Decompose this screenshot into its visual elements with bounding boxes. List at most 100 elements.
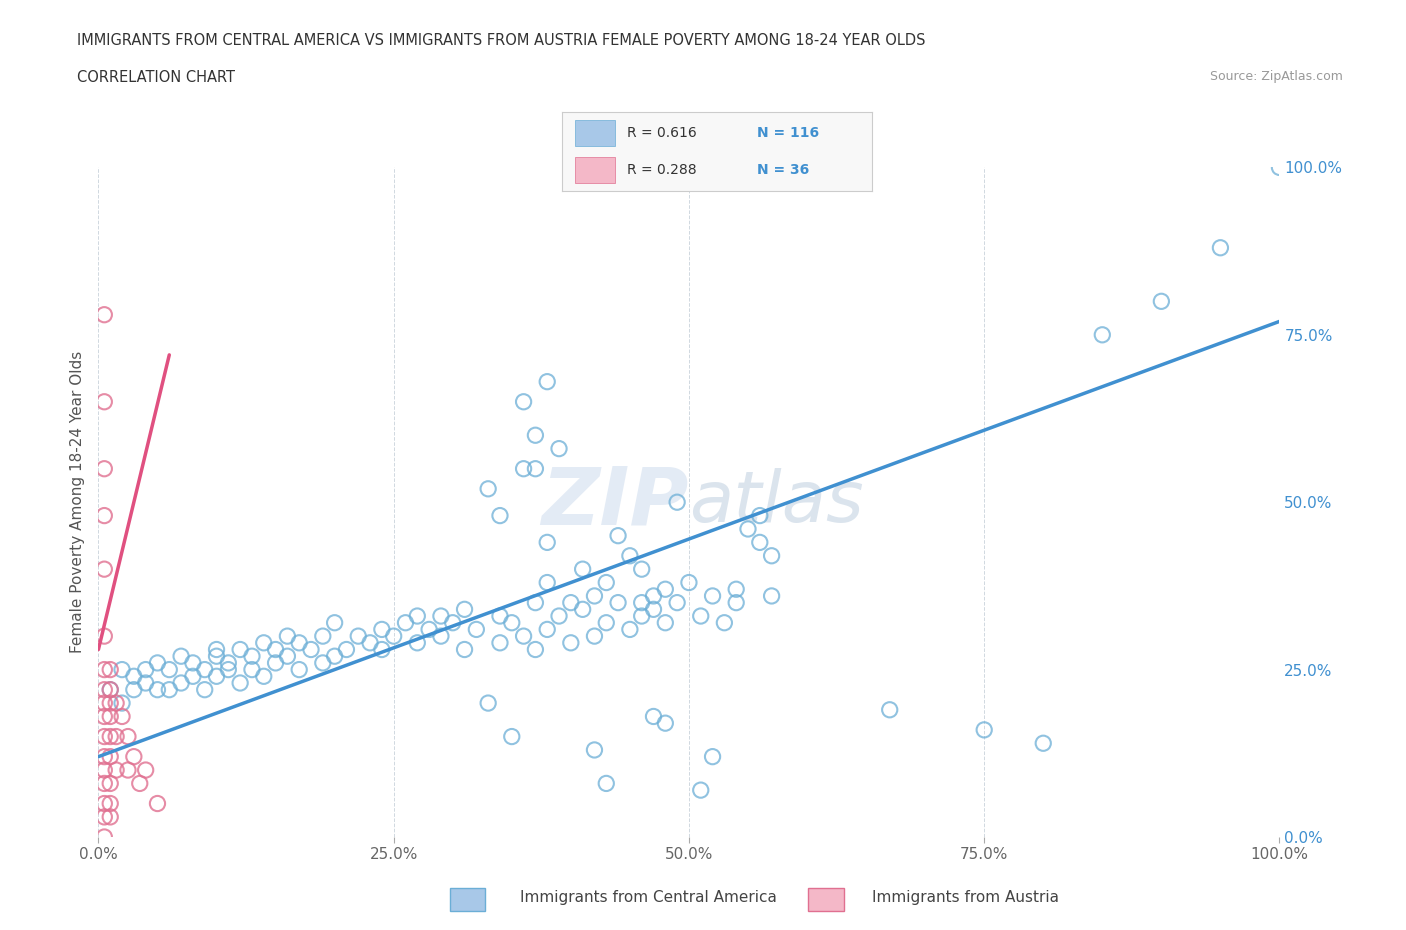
Point [312,656,335,671]
Point [146,656,169,671]
Point [98,809,121,824]
Point [666,495,689,510]
Point [312,629,335,644]
Point [737,522,759,537]
Point [536,535,558,550]
Point [418,622,440,637]
Point [117,729,139,744]
Point [512,629,534,644]
Point [524,461,547,476]
Point [93,696,115,711]
Point [98,709,121,724]
Point [501,616,523,631]
Point [93,683,115,698]
Point [654,582,676,597]
Point [135,662,157,677]
Text: R = 0.288: R = 0.288 [627,163,697,177]
Point [93,508,115,523]
Point [170,675,193,690]
Point [98,696,121,711]
Point [453,642,475,657]
Point [135,763,157,777]
Point [276,649,298,664]
Point [146,683,169,698]
Point [105,763,128,777]
Point [111,696,134,711]
Point [583,629,606,644]
Point [1150,294,1173,309]
Point [128,776,150,790]
Point [98,683,121,698]
Point [619,622,641,637]
Point [394,616,416,631]
Point [477,696,499,711]
Point [229,642,252,657]
Point [536,575,558,590]
Point [382,629,405,644]
Point [288,662,311,677]
Point [1209,240,1232,255]
Point [194,662,217,677]
Point [406,608,429,623]
Point [93,662,115,677]
Point [524,428,547,443]
Point [666,595,689,610]
Point [748,535,770,550]
Point [761,589,783,604]
Point [371,622,394,637]
Point [194,683,217,698]
Point [654,716,676,731]
Point [93,750,115,764]
Point [583,742,606,757]
Point [122,669,145,684]
Point [98,662,121,677]
Point [122,683,145,698]
Point [595,616,617,631]
Point [264,656,287,671]
Point [157,683,180,698]
Point [111,709,134,724]
Point [98,683,121,698]
Point [229,675,252,690]
Point [170,649,193,664]
Point [253,669,276,684]
Point [253,635,276,650]
Point [111,662,134,677]
Point [630,608,652,623]
Point [288,635,311,650]
Point [536,374,558,389]
Point [117,763,139,777]
Point [678,575,700,590]
Point [973,723,995,737]
Point [122,750,145,764]
Point [105,696,128,711]
Point [205,669,228,684]
Point [98,750,121,764]
Point [619,549,641,564]
Point [654,616,676,631]
Point [93,629,115,644]
Point [430,608,453,623]
Point [359,635,381,650]
Bar [575,156,614,182]
Text: N = 36: N = 36 [758,163,810,177]
Point [548,441,571,456]
Text: CORRELATION CHART: CORRELATION CHART [77,70,235,85]
Point [879,702,901,717]
Point [93,709,115,724]
Point [93,809,115,824]
Point [560,595,582,610]
Point [536,622,558,637]
Point [323,649,346,664]
Point [595,575,617,590]
Point [761,549,783,564]
Point [299,642,322,657]
Point [571,602,593,617]
Point [489,508,512,523]
Point [276,629,298,644]
Point [512,394,534,409]
Point [643,709,665,724]
Point [702,750,724,764]
Point [93,776,115,790]
Point [240,662,263,677]
